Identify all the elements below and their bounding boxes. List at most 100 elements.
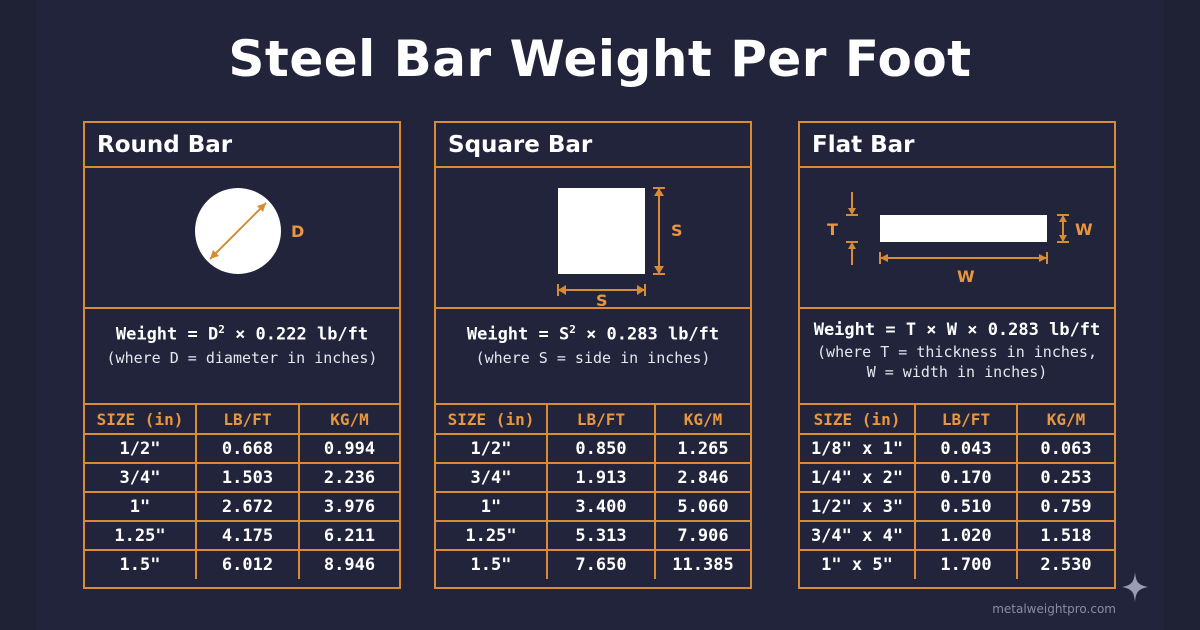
square-bar-illustration: S S xyxy=(557,187,683,307)
lbft-cell: 1.020 xyxy=(914,520,1018,551)
round-bar-diagram: D xyxy=(85,168,399,309)
square-bar-shape xyxy=(558,188,645,274)
kgm-cell: 2.530 xyxy=(1016,549,1114,579)
kgm-cell: 0.253 xyxy=(1016,462,1114,493)
flat-bar-panel: Flat Bar T W W W xyxy=(798,121,1116,589)
flat-bar-shape xyxy=(880,215,1047,242)
flat-bar-table: SIZE (in) LB/FT KG/M 1/8" x 1" 0.043 0.0… xyxy=(800,405,1114,579)
arrowhead xyxy=(848,242,856,249)
table-row: 1/2" 0.668 0.994 xyxy=(85,433,399,464)
table-row: 1" 2.672 3.976 xyxy=(85,491,399,522)
round-bar-panel: Round Bar D Weight = D2 × 0.222 lb/ft (w… xyxy=(83,121,401,589)
column-header: LB/FT xyxy=(546,405,656,435)
kgm-cell: 8.946 xyxy=(298,549,399,579)
panel-header: Square Bar xyxy=(436,123,750,168)
size-cell: 1.25" xyxy=(436,520,548,551)
size-cell: 1" x 5" xyxy=(800,549,916,579)
size-cell: 1/2" xyxy=(436,433,548,464)
table-row: 3/4" 1.503 2.236 xyxy=(85,462,399,493)
formula-note: (where T = thickness in inches, xyxy=(817,343,1097,361)
panel-header: Flat Bar xyxy=(800,123,1114,168)
lbft-cell: 0.043 xyxy=(914,433,1018,464)
lbft-cell: 2.672 xyxy=(195,491,300,522)
size-cell: 1.5" xyxy=(85,549,197,579)
lbft-cell: 7.650 xyxy=(546,549,656,579)
panel-header: Round Bar xyxy=(85,123,399,168)
flat-bar-diagram: T W W xyxy=(800,168,1114,309)
arrowhead xyxy=(880,254,888,262)
size-cell: 1/2" x 3" xyxy=(800,491,916,522)
square-bar-panel: Square Bar S S Weight = S2 × 0.283 lb/ft… xyxy=(434,121,752,589)
thickness-label: T xyxy=(827,220,838,239)
size-cell: 1" xyxy=(85,491,197,522)
formula-note: (where S = side in inches) xyxy=(475,348,711,367)
arrowhead xyxy=(210,250,219,259)
formula-block: Weight = D2 × 0.222 lb/ft (where D = dia… xyxy=(85,309,399,405)
column-header: KG/M xyxy=(1016,405,1114,435)
lbft-cell: 0.510 xyxy=(914,491,1018,522)
column-header: SIZE (in) xyxy=(85,405,197,435)
square-bar-diagram: S S xyxy=(436,168,750,309)
size-cell: 3/4" xyxy=(85,462,197,493)
kgm-cell: 1.518 xyxy=(1016,520,1114,551)
table-row: 1/2" 0.850 1.265 xyxy=(436,433,750,464)
column-header: LB/FT xyxy=(195,405,300,435)
size-cell: 1.25" xyxy=(85,520,197,551)
table-row: 1.5" 6.012 8.946 xyxy=(85,549,399,579)
page-title: Steel Bar Weight Per Foot xyxy=(228,30,972,88)
table-header-row: SIZE (in) LB/FT KG/M xyxy=(436,405,750,435)
panel-title: Flat Bar xyxy=(812,132,915,158)
table-header-row: SIZE (in) LB/FT KG/M xyxy=(85,405,399,435)
kgm-cell: 2.236 xyxy=(298,462,399,493)
side-label: S xyxy=(671,221,683,240)
table-header-row: SIZE (in) LB/FT KG/M xyxy=(800,405,1114,435)
table-row: 1/4" x 2" 0.170 0.253 xyxy=(800,462,1114,493)
arrowhead xyxy=(1059,215,1067,222)
kgm-cell: 11.385 xyxy=(654,549,750,579)
width-label: W xyxy=(1075,220,1093,239)
column-header: KG/M xyxy=(654,405,750,435)
size-cell: 1/8" x 1" xyxy=(800,433,916,464)
formula-block: Weight = S2 × 0.283 lb/ft (where S = sid… xyxy=(436,309,750,405)
arrowhead xyxy=(257,203,266,212)
column-header: SIZE (in) xyxy=(436,405,548,435)
table-row: 1.25" 4.175 6.211 xyxy=(85,520,399,551)
table-row: 1/2" x 3" 0.510 0.759 xyxy=(800,491,1114,522)
lbft-cell: 3.400 xyxy=(546,491,656,522)
arrowhead xyxy=(1039,254,1047,262)
lbft-cell: 1.913 xyxy=(546,462,656,493)
table-row: 1/8" x 1" 0.043 0.063 xyxy=(800,433,1114,464)
sparkle-icon xyxy=(1122,572,1148,602)
table-row: 3/4" 1.913 2.846 xyxy=(436,462,750,493)
kgm-cell: 6.211 xyxy=(298,520,399,551)
lbft-cell: 0.668 xyxy=(195,433,300,464)
panel-title: Square Bar xyxy=(448,132,593,158)
size-cell: 1" xyxy=(436,491,548,522)
kgm-cell: 7.906 xyxy=(654,520,750,551)
arrowhead xyxy=(1059,235,1067,242)
size-cell: 3/4" xyxy=(436,462,548,493)
formula-note: (where D = diameter in inches) xyxy=(106,348,378,367)
diameter-label: D xyxy=(291,222,304,241)
lbft-cell: 6.012 xyxy=(195,549,300,579)
diameter-line xyxy=(209,202,267,260)
size-cell: 3/4" x 4" xyxy=(800,520,916,551)
kgm-cell: 1.265 xyxy=(654,433,750,464)
size-cell: 1.5" xyxy=(436,549,548,579)
table-row: 1.5" 7.650 11.385 xyxy=(436,549,750,579)
lbft-cell: 1.700 xyxy=(914,549,1018,579)
table-row: 1" x 5" 1.700 2.530 xyxy=(800,549,1114,579)
table-row: 1" 3.400 5.060 xyxy=(436,491,750,522)
formula-text: Weight = S2 × 0.283 lb/ft xyxy=(466,323,720,345)
watermark: metalweightpro.com xyxy=(992,602,1116,616)
flat-bar-illustration: T W W xyxy=(827,192,1093,286)
formula-block: Weight = T × W × 0.283 lb/ft (where T = … xyxy=(800,309,1114,405)
lbft-cell: 4.175 xyxy=(195,520,300,551)
column-header: LB/FT xyxy=(914,405,1018,435)
lbft-cell: 0.170 xyxy=(914,462,1018,493)
column-header: SIZE (in) xyxy=(800,405,916,435)
table-row: 1.25" 5.313 7.906 xyxy=(436,520,750,551)
table-row: 3/4" x 4" 1.020 1.518 xyxy=(800,520,1114,551)
kgm-cell: 0.063 xyxy=(1016,433,1114,464)
formula-text: Weight = D2 × 0.222 lb/ft xyxy=(115,323,369,345)
